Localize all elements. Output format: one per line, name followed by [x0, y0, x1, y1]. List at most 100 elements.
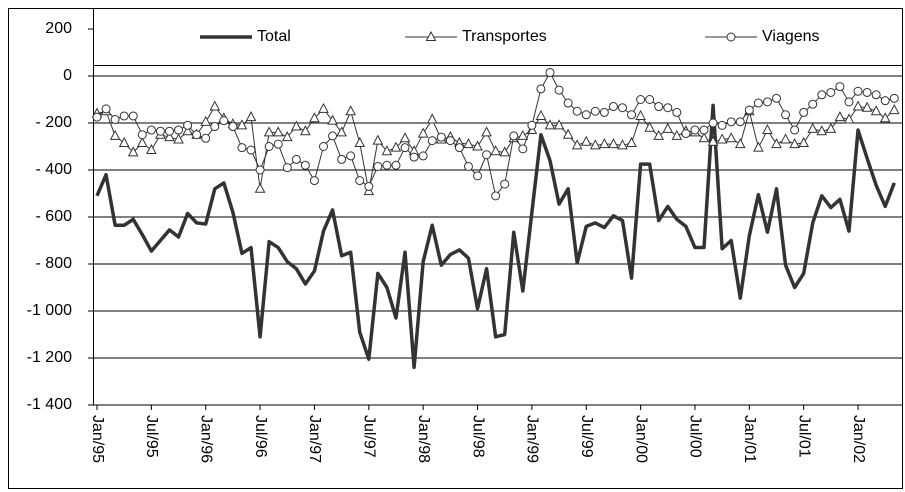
- triangle-marker: [644, 121, 655, 132]
- circle-marker: [871, 90, 881, 100]
- triangle-marker: [146, 143, 157, 155]
- circle-marker: [726, 32, 736, 42]
- y-tick-label: -1 000: [27, 302, 72, 319]
- circle-marker: [273, 139, 283, 149]
- circle-marker: [708, 118, 718, 128]
- triangle-marker: [381, 145, 393, 156]
- x-tick-label: Jul/97: [361, 415, 378, 458]
- circle-marker: [328, 131, 338, 141]
- circle-marker: [391, 160, 401, 170]
- triangle-marker: [109, 129, 121, 140]
- triangle-marker: [716, 133, 728, 144]
- triangle-marker: [617, 139, 628, 150]
- triangle-marker: [173, 133, 184, 144]
- legend-label: Transportes: [462, 28, 547, 45]
- circle-marker: [373, 161, 383, 171]
- x-tick-label: Jul/99: [578, 415, 595, 458]
- circle-marker: [808, 99, 818, 109]
- triangle-marker: [825, 122, 837, 133]
- circle-marker: [454, 143, 464, 153]
- x-tick-label: Jul/96: [252, 415, 269, 458]
- x-tick-label: Jul/98: [469, 415, 486, 458]
- x-tick-label: Jan/01: [741, 415, 758, 463]
- triangle-marker: [888, 104, 900, 115]
- triangle-marker: [589, 139, 601, 150]
- circle-marker: [844, 97, 854, 107]
- circle-marker: [164, 126, 174, 136]
- circle-marker: [563, 98, 573, 108]
- circle-marker: [726, 117, 736, 127]
- triangle-marker: [254, 182, 266, 193]
- triangle-marker: [544, 119, 556, 130]
- circle-marker: [355, 176, 365, 186]
- triangle-marker: [327, 114, 338, 125]
- triangle-marker: [707, 135, 719, 146]
- circle-marker: [427, 136, 437, 146]
- triangle-marker: [263, 126, 275, 137]
- circle-marker: [627, 110, 637, 120]
- triangle-marker: [182, 125, 193, 136]
- circle-marker: [790, 125, 800, 135]
- circle-marker: [219, 116, 229, 126]
- circle-marker: [463, 161, 473, 171]
- circle-marker: [192, 130, 202, 140]
- circle-marker: [735, 117, 745, 127]
- triangle-marker: [879, 112, 891, 123]
- circle-marker: [744, 105, 754, 115]
- triangle-marker: [417, 127, 429, 138]
- triangle-marker: [345, 105, 357, 116]
- triangle-marker: [336, 126, 347, 137]
- circle-marker: [246, 145, 256, 155]
- triangle-marker: [653, 129, 665, 140]
- triangle-marker: [780, 133, 791, 144]
- circle-marker: [500, 179, 510, 189]
- circle-marker: [482, 150, 492, 160]
- circle-marker: [509, 131, 519, 141]
- circle-marker: [889, 93, 899, 103]
- triangle-marker: [399, 132, 411, 143]
- triangle-marker: [725, 132, 737, 143]
- triangle-marker: [490, 145, 501, 156]
- y-tick-label: - 200: [36, 114, 73, 131]
- circle-marker: [255, 165, 265, 175]
- triangle-marker: [290, 120, 302, 131]
- y-tick-label: - 400: [36, 161, 73, 178]
- circle-marker: [799, 107, 809, 117]
- triangle-marker: [562, 128, 574, 139]
- circle-marker: [527, 120, 537, 130]
- circle-marker: [545, 67, 555, 77]
- y-tick-label: 200: [45, 20, 72, 37]
- x-tick-label: Jan/97: [306, 415, 323, 463]
- triangle-marker: [499, 146, 511, 157]
- triangle-marker: [580, 135, 592, 146]
- x-tick-label: Jan/00: [632, 415, 649, 463]
- circle-marker: [536, 84, 546, 94]
- circle-marker: [690, 125, 700, 135]
- circle-marker: [554, 85, 564, 95]
- circle-marker: [826, 87, 836, 97]
- circle-marker: [183, 120, 193, 130]
- circle-marker: [608, 102, 618, 112]
- triangle-marker: [798, 136, 810, 147]
- circle-marker: [581, 110, 591, 120]
- y-tick-label: -1 200: [27, 349, 72, 366]
- circle-marker: [174, 125, 184, 135]
- circle-marker: [753, 98, 763, 108]
- circle-marker: [382, 160, 392, 170]
- circle-marker: [291, 154, 301, 164]
- circle-marker: [110, 114, 120, 124]
- circle-marker: [210, 122, 220, 132]
- circle-marker: [835, 82, 845, 92]
- triangle-marker: [318, 102, 329, 113]
- series-line: [95, 103, 896, 370]
- circle-marker: [309, 176, 319, 186]
- triangle-marker: [164, 131, 175, 142]
- circle-marker: [781, 110, 791, 120]
- x-tick-label: Jul/00: [687, 415, 704, 458]
- legend-label: Total: [257, 28, 291, 45]
- circle-marker: [645, 95, 655, 104]
- circle-marker: [228, 122, 238, 132]
- circle-marker: [364, 181, 374, 191]
- x-tick-label: Jul/01: [795, 415, 812, 458]
- circle-marker: [699, 125, 709, 135]
